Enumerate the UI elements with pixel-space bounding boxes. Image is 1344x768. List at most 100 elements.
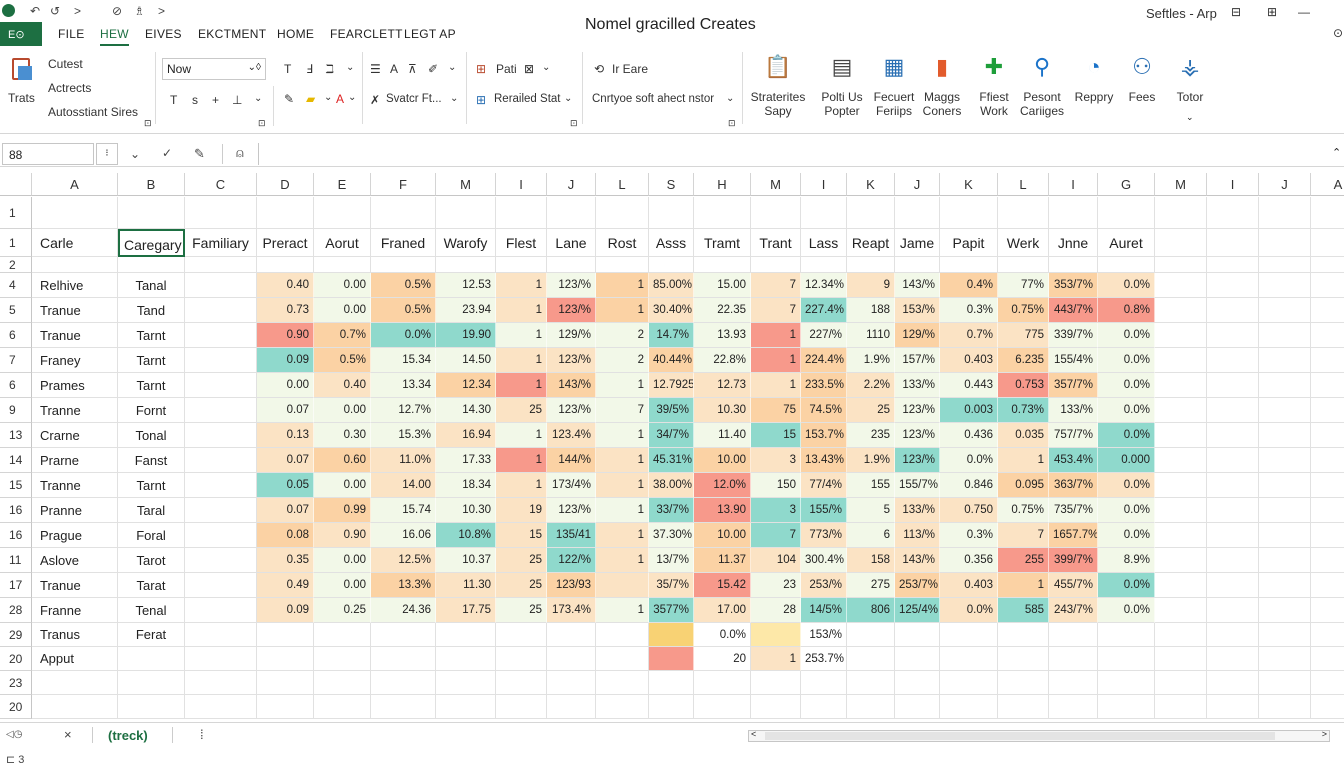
column-header[interactable]: A xyxy=(1311,173,1344,196)
cell[interactable]: 133/% xyxy=(895,498,940,523)
cell[interactable]: 227.4% xyxy=(801,298,847,323)
cell[interactable]: 0.0% xyxy=(1098,473,1155,498)
cell[interactable] xyxy=(371,623,436,647)
number-format-icon[interactable]: ⊞ xyxy=(476,62,487,76)
cell[interactable]: 12.73 xyxy=(694,373,751,398)
cell[interactable]: 0.846 xyxy=(940,473,998,498)
cell[interactable]: 0.75% xyxy=(998,498,1049,523)
cell[interactable]: 13.34 xyxy=(371,373,436,398)
cell[interactable]: 0.443 xyxy=(940,373,998,398)
pen-icon[interactable]: ✎ xyxy=(284,92,295,106)
cell[interactable]: 1 xyxy=(751,348,801,373)
cell[interactable] xyxy=(847,197,895,229)
file-badge[interactable]: E⊙ xyxy=(0,22,42,46)
cell[interactable]: 17.33 xyxy=(436,448,496,473)
chevron-down-icon[interactable]: ⌄ xyxy=(254,93,263,104)
cell[interactable]: 14.7% xyxy=(649,323,694,348)
select-all-corner[interactable] xyxy=(0,173,32,196)
cell[interactable]: 143/% xyxy=(547,373,596,398)
copy-button[interactable]: Actrects xyxy=(48,81,92,95)
cell[interactable] xyxy=(1155,598,1207,623)
cell[interactable] xyxy=(895,695,940,719)
cell[interactable] xyxy=(185,348,257,373)
column-header[interactable]: H xyxy=(694,173,751,196)
cell[interactable]: 0.0% xyxy=(1098,573,1155,598)
cell[interactable]: 0.8% xyxy=(1098,298,1155,323)
dialog-launcher-icon[interactable]: ⊡ xyxy=(144,118,152,128)
sheet-nav-icon[interactable]: ◁◷ xyxy=(6,729,23,740)
cell[interactable]: Tarnt xyxy=(118,348,185,373)
cell[interactable]: Aorut xyxy=(314,229,371,257)
cell[interactable]: 12.0% xyxy=(694,473,751,498)
cell[interactable]: 38.00% xyxy=(649,473,694,498)
cell[interactable]: 224.4% xyxy=(801,348,847,373)
cell[interactable] xyxy=(1049,671,1098,695)
row-header[interactable]: 5 xyxy=(0,298,32,323)
cell[interactable] xyxy=(940,257,998,273)
cell[interactable] xyxy=(1259,257,1311,273)
cell[interactable]: 339/7% xyxy=(1049,323,1098,348)
cell[interactable]: 0.07 xyxy=(257,398,314,423)
cell[interactable]: 18.34 xyxy=(436,473,496,498)
cell[interactable]: 104 xyxy=(751,548,801,573)
cell[interactable]: 1 xyxy=(596,523,649,548)
cell[interactable] xyxy=(257,257,314,273)
cell[interactable] xyxy=(1098,671,1155,695)
cell[interactable]: 9 xyxy=(847,273,895,298)
cell[interactable]: 19.90 xyxy=(436,323,496,348)
cell[interactable] xyxy=(1207,348,1259,373)
cell[interactable]: 45.31% xyxy=(649,448,694,473)
cell[interactable] xyxy=(801,695,847,719)
cell[interactable] xyxy=(1311,298,1344,323)
cell[interactable]: 133/% xyxy=(1049,398,1098,423)
cell[interactable] xyxy=(1311,398,1344,423)
cell[interactable]: 135/41 xyxy=(547,523,596,548)
ribbon-button-8[interactable]: ⚶ Totor ⌄ xyxy=(1152,52,1228,124)
cell[interactable] xyxy=(1207,695,1259,719)
cell[interactable]: Werk xyxy=(998,229,1049,257)
cell[interactable]: 757/7% xyxy=(1049,423,1098,448)
cell[interactable]: 11.40 xyxy=(694,423,751,448)
cell[interactable]: 0.00 xyxy=(257,373,314,398)
cell[interactable] xyxy=(1259,623,1311,647)
cell[interactable]: 34/7% xyxy=(649,423,694,448)
cell[interactable]: 1 xyxy=(496,448,547,473)
cell[interactable] xyxy=(1049,695,1098,719)
cell[interactable]: Relhive xyxy=(32,273,118,298)
cell[interactable]: 25 xyxy=(496,598,547,623)
cell[interactable]: 3577% xyxy=(649,598,694,623)
cell[interactable] xyxy=(895,623,940,647)
cell[interactable]: 3 xyxy=(751,498,801,523)
cell[interactable]: 3 xyxy=(751,448,801,473)
cell[interactable] xyxy=(1259,273,1311,298)
chevron-down-icon[interactable]: ⌄ xyxy=(348,92,357,103)
cell[interactable]: 0.753 xyxy=(998,373,1049,398)
cell[interactable] xyxy=(1098,647,1155,671)
cell[interactable] xyxy=(185,548,257,573)
cell[interactable] xyxy=(847,623,895,647)
ribbon-button-3[interactable]: ▮ Maggs Coners xyxy=(904,52,980,124)
horizontal-scrollbar[interactable]: < > xyxy=(748,729,1330,742)
cell[interactable]: 0.356 xyxy=(940,548,998,573)
cell[interactable] xyxy=(185,498,257,523)
cell[interactable] xyxy=(1207,448,1259,473)
cell[interactable] xyxy=(1259,229,1311,257)
cell[interactable]: 7 xyxy=(751,273,801,298)
cell[interactable]: 255 xyxy=(998,548,1049,573)
help-icon[interactable]: ⊙ xyxy=(1332,26,1344,40)
bold-button[interactable]: T xyxy=(170,93,178,107)
tab-home[interactable]: HOME xyxy=(277,27,315,41)
cell[interactable] xyxy=(694,695,751,719)
cell[interactable] xyxy=(940,695,998,719)
cell[interactable] xyxy=(1311,257,1344,273)
cell[interactable]: Reapt xyxy=(847,229,895,257)
column-header[interactable]: G xyxy=(1098,173,1155,196)
cell[interactable]: 11.0% xyxy=(371,448,436,473)
cell[interactable]: 253.7% xyxy=(801,647,847,671)
cell[interactable]: 77% xyxy=(998,273,1049,298)
cell[interactable] xyxy=(1155,523,1207,548)
tab-ekctment[interactable]: EKCTMENT xyxy=(198,27,267,41)
cell[interactable] xyxy=(596,671,649,695)
active-cell[interactable]: Caregary xyxy=(118,229,185,257)
cell[interactable]: 12.7% xyxy=(371,398,436,423)
